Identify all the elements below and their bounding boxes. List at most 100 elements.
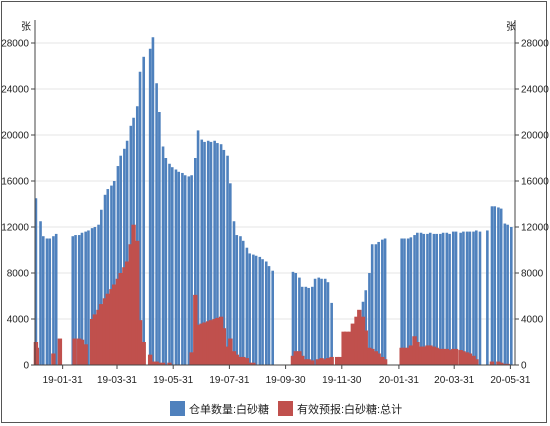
bar xyxy=(498,362,504,365)
bar xyxy=(238,356,243,365)
legend-swatch-warehouse-receipts xyxy=(170,401,185,416)
bar xyxy=(382,359,388,365)
bar xyxy=(467,353,473,365)
bar xyxy=(80,232,84,365)
bar xyxy=(383,238,387,365)
x-tick-label: 19-03-31 xyxy=(97,375,137,386)
bar xyxy=(187,176,191,365)
bar xyxy=(241,356,246,365)
bar xyxy=(428,232,432,365)
bar xyxy=(344,331,349,365)
bar xyxy=(341,331,346,365)
y-tick-label-right: 12000 xyxy=(521,223,549,234)
bar xyxy=(402,347,407,365)
bar xyxy=(505,363,510,365)
bar xyxy=(428,345,433,365)
bar xyxy=(435,233,438,365)
bar xyxy=(360,316,366,365)
bar xyxy=(84,231,87,365)
bar xyxy=(315,359,321,365)
bar xyxy=(412,336,417,365)
bar xyxy=(311,286,314,365)
y-tick-label-left: 8000 xyxy=(7,269,30,280)
series-warehouse-receipts xyxy=(34,37,513,366)
bar xyxy=(96,309,101,365)
bar xyxy=(465,231,469,365)
bar xyxy=(90,228,94,365)
bar xyxy=(496,361,501,365)
bar xyxy=(209,141,213,365)
bar xyxy=(347,331,353,365)
bar xyxy=(329,356,334,365)
bar xyxy=(370,348,375,365)
bar xyxy=(206,321,211,365)
bar xyxy=(170,167,174,365)
bar xyxy=(293,351,298,365)
bar xyxy=(447,350,452,365)
bar xyxy=(154,361,159,365)
bar xyxy=(258,256,262,365)
x-tick-label: 19-11-30 xyxy=(322,375,362,386)
bar xyxy=(300,286,304,365)
legend-label-valid-forecast: 有效预报:白砂糖:总计 xyxy=(297,402,402,416)
bar xyxy=(244,358,250,365)
y-tick-label-left: 24000 xyxy=(1,85,29,96)
bar xyxy=(468,231,472,365)
bar xyxy=(57,338,63,365)
bar xyxy=(426,233,429,365)
bar xyxy=(203,141,206,365)
bar xyxy=(313,278,317,365)
bar xyxy=(99,304,104,365)
bar xyxy=(350,323,356,365)
y-tick-label-right: 28000 xyxy=(521,39,549,50)
bar xyxy=(376,353,381,365)
bar xyxy=(323,278,327,365)
bar xyxy=(493,206,497,365)
bar xyxy=(200,139,204,365)
bar xyxy=(337,356,343,365)
bar xyxy=(418,346,424,365)
bar xyxy=(299,355,305,365)
bar xyxy=(51,353,56,365)
bar xyxy=(142,56,146,366)
bar xyxy=(148,48,152,365)
bar xyxy=(89,319,95,365)
bar xyxy=(354,316,359,365)
bar xyxy=(459,232,462,365)
bar xyxy=(177,171,181,365)
bar xyxy=(310,360,315,365)
bar xyxy=(319,358,324,365)
bar xyxy=(225,346,230,365)
bar xyxy=(408,345,414,365)
bar xyxy=(39,221,42,365)
bar xyxy=(158,112,161,365)
bar xyxy=(294,273,298,365)
bar xyxy=(474,359,479,365)
bar xyxy=(215,317,220,365)
bar xyxy=(151,37,155,365)
legend: 仓单数量:白砂糖 有效预报:白砂糖:总计 xyxy=(170,401,402,416)
bar xyxy=(183,175,187,365)
bar xyxy=(374,244,378,365)
bar xyxy=(105,293,110,365)
bar xyxy=(241,240,245,365)
bar xyxy=(77,235,81,365)
bar xyxy=(254,255,258,365)
bar xyxy=(235,235,239,365)
bar xyxy=(399,347,404,365)
y-tick-label-left: 12000 xyxy=(1,223,29,234)
bar xyxy=(502,363,508,365)
bar xyxy=(189,352,194,365)
y-tick-label-left: 20000 xyxy=(1,131,29,142)
bar xyxy=(405,347,411,365)
bar xyxy=(231,351,237,365)
bar xyxy=(381,239,384,365)
bar xyxy=(34,198,38,365)
bar xyxy=(451,231,455,365)
legend-swatch-valid-forecast xyxy=(278,401,293,416)
bar xyxy=(161,146,165,365)
bar xyxy=(291,271,295,365)
y-tick-label-right: 20000 xyxy=(521,131,549,142)
bar xyxy=(216,143,219,365)
